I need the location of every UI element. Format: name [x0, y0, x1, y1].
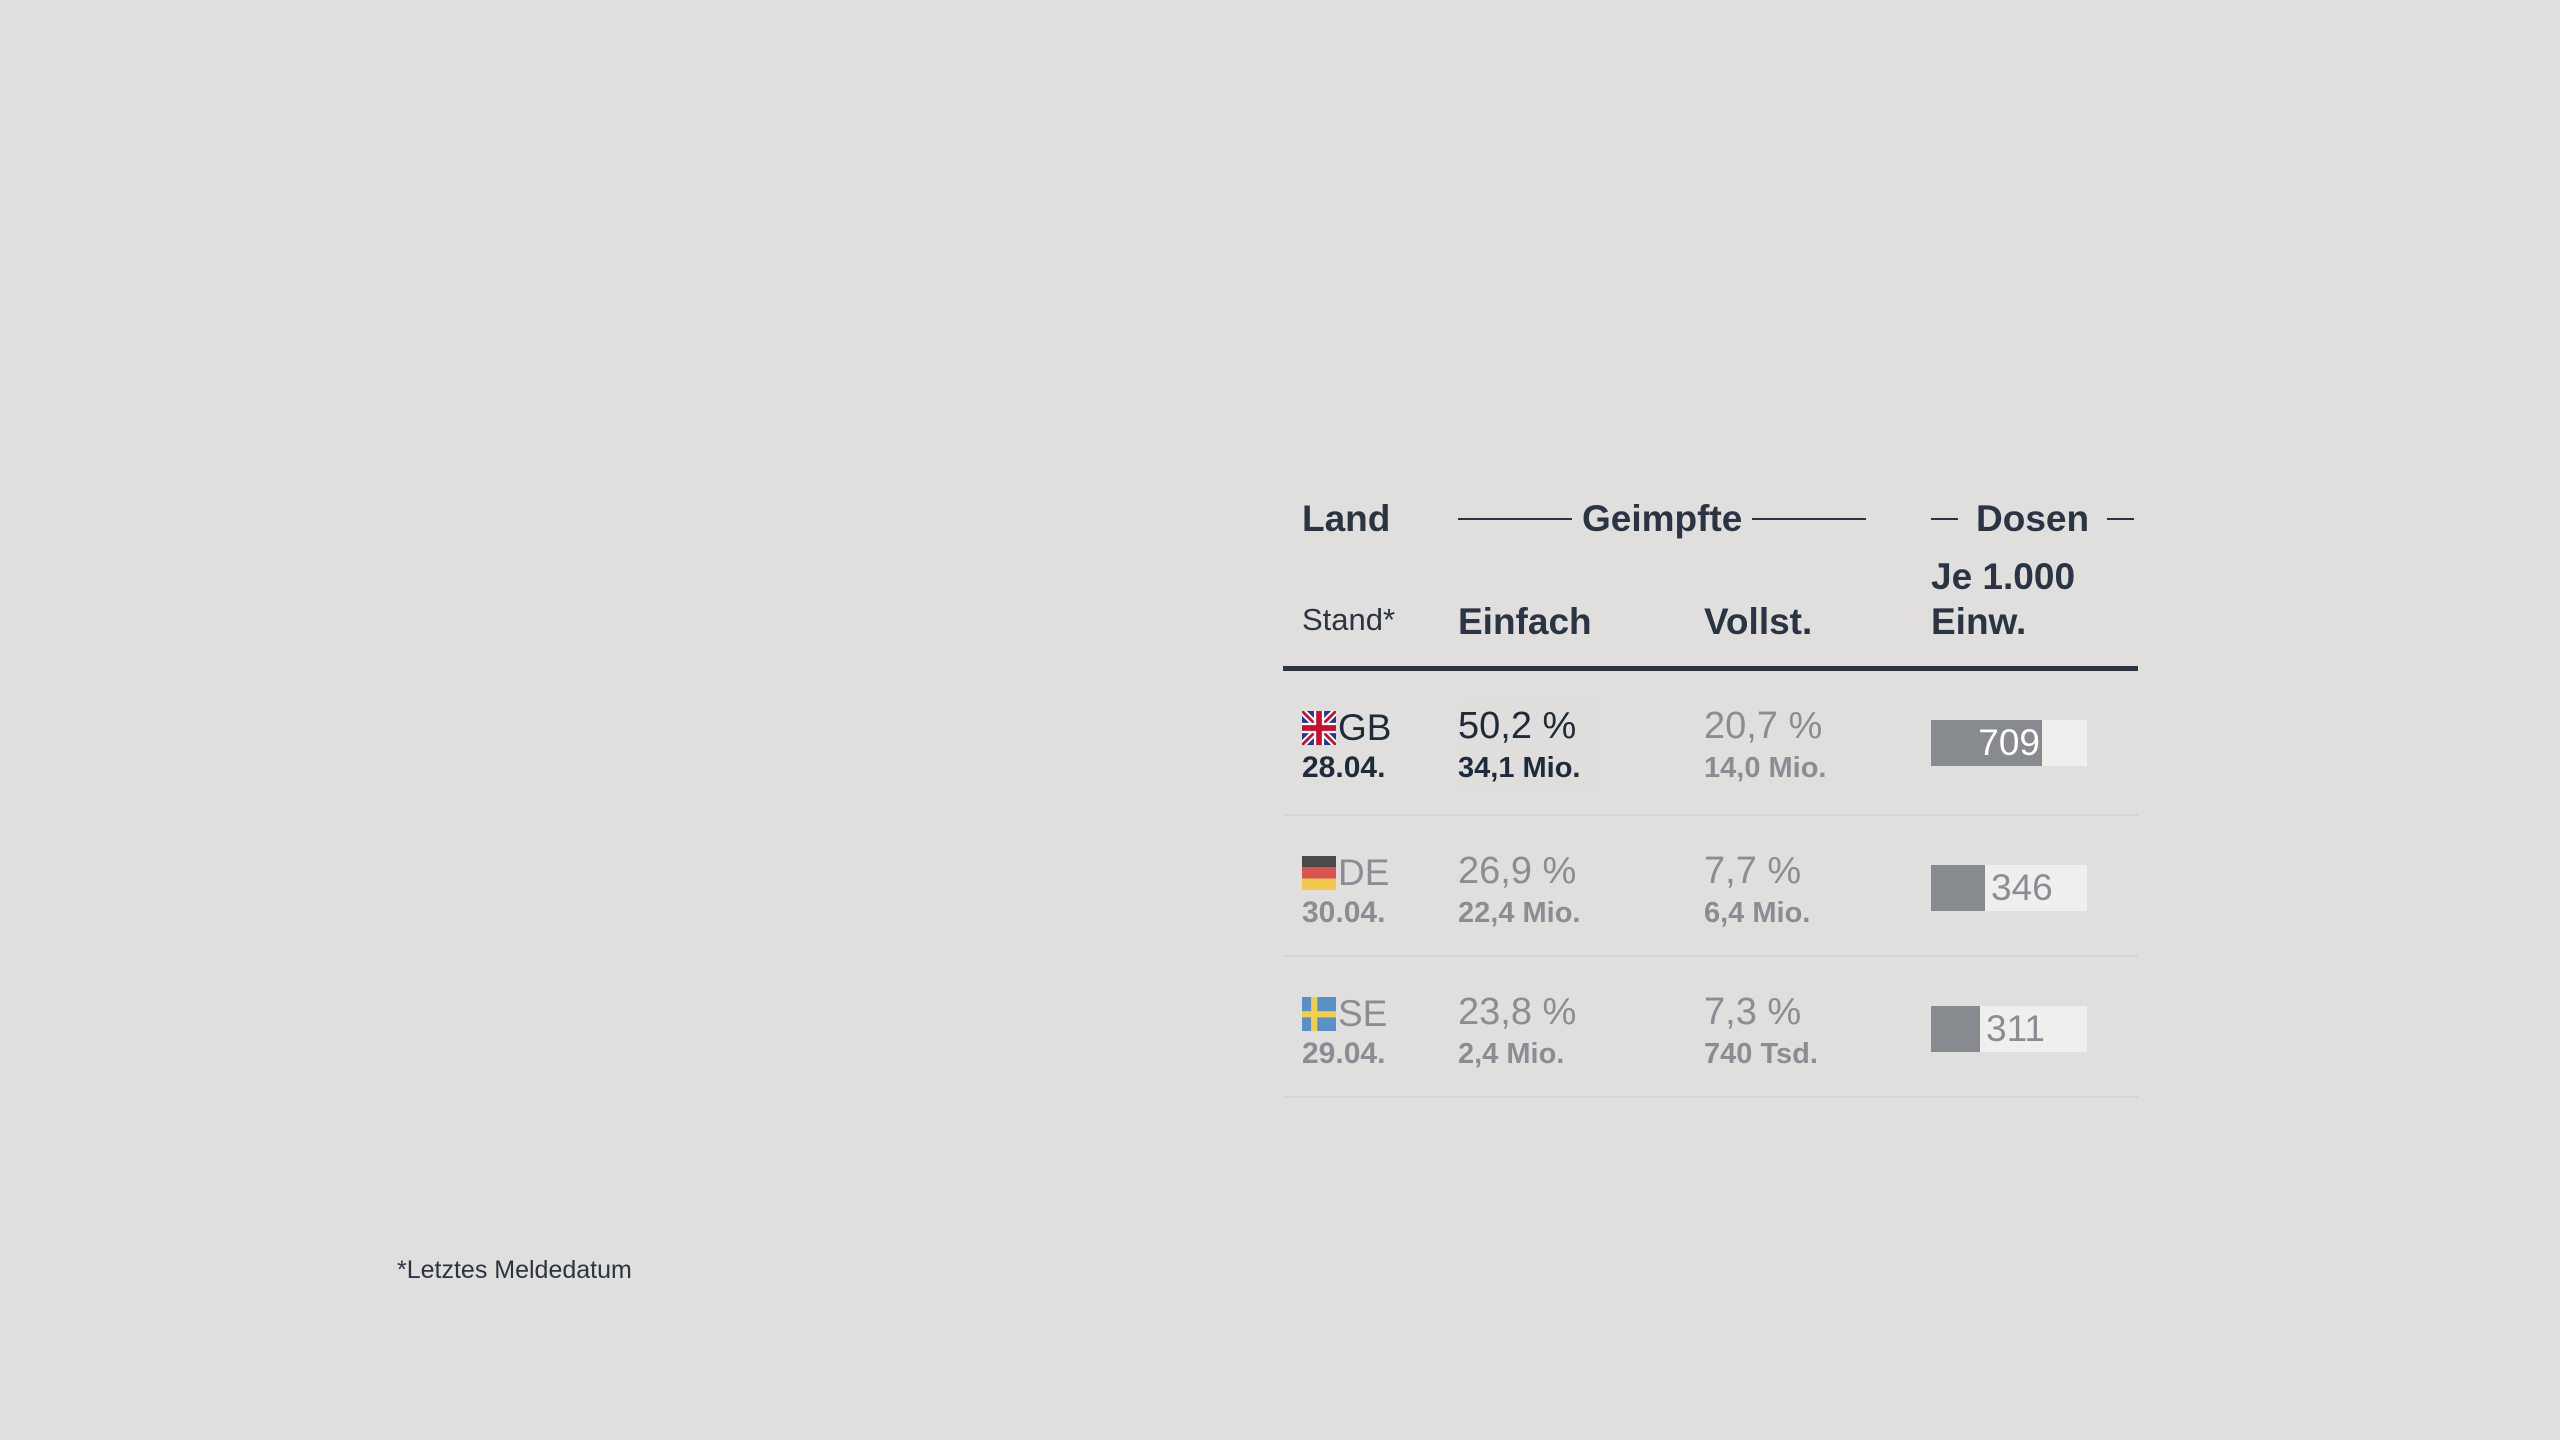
vollst-cell: 7,7 % 6,4 Mio.	[1704, 850, 1810, 930]
report-date: 30.04.	[1302, 896, 1386, 929]
vollst-percent: 20,7 %	[1704, 705, 1823, 747]
dosen-bar	[1931, 864, 1985, 911]
country-cell: GB 28.04.	[1302, 707, 1391, 785]
vollst-percent: 7,3 %	[1704, 991, 1802, 1033]
dosen-bar	[1931, 719, 2042, 766]
sweden-flag-icon	[1302, 997, 1338, 1031]
vollst-absolute: 6,4 Mio.	[1704, 897, 1811, 929]
dosen-value: 311	[1986, 1007, 2045, 1049]
group-line-right	[1752, 518, 1867, 520]
group-header-geimpfte: Geimpfte	[1458, 498, 1867, 540]
uk-flag-icon	[1302, 711, 1338, 745]
header-row-columns: Stand* Einfach Vollst. Je 1.000 Einw.	[1283, 550, 2138, 671]
table-row: DE 30.04. 26,9 % 22,4 Mio. 7,7 % 6,4 Mio. 346	[1283, 816, 2138, 957]
vollst-cell: 20,7 % 14,0 Mio.	[1704, 705, 1827, 785]
table-body: GB 28.04. 50,2 % 34,1 Mio. 20,7 % 14,0 Mio. 70…	[1283, 671, 2138, 1098]
dosen-bar-track: 311	[1931, 1005, 2087, 1052]
country-cell: SE 29.04.	[1302, 993, 1387, 1071]
dosen-value: 709	[1978, 721, 2040, 763]
einfach-percent: 26,9 %	[1458, 850, 1577, 892]
country-cell: DE 30.04.	[1302, 852, 1389, 930]
group-label-geimpfte: Geimpfte	[1582, 498, 1743, 539]
einfach-cell: 23,8 % 2,4 Mio.	[1458, 991, 1576, 1071]
dosen-bar-track: 709	[1931, 719, 2087, 766]
report-date: 29.04.	[1302, 1037, 1386, 1070]
vollst-absolute: 740 Tsd.	[1704, 1038, 1818, 1070]
group-line-left	[1458, 518, 1572, 520]
vollst-absolute: 14,0 Mio.	[1704, 752, 1827, 784]
header-vollst: Vollst.	[1704, 601, 1813, 642]
country-code: GB	[1338, 707, 1392, 748]
einfach-cell: 50,2 % 34,1 Mio.	[1458, 701, 1601, 789]
group-line-left	[1931, 518, 1958, 520]
table-row: SE 29.04. 23,8 % 2,4 Mio. 7,3 % 740 Tsd. 311	[1283, 957, 2138, 1098]
dosen-bar	[1931, 1005, 1980, 1052]
group-header-dosen: Dosen	[1931, 498, 2135, 540]
header-stand: Stand*	[1302, 602, 1396, 637]
header-dosen-line2: Einw.	[1931, 601, 2027, 642]
header-row-groups: Land Geimpfte Dosen	[1283, 490, 2138, 550]
header-dosen: Je 1.000 Einw.	[1931, 554, 2075, 644]
vaccination-table: Land Geimpfte Dosen Stand* Einfach Volls…	[1283, 490, 2138, 1098]
einfach-percent: 50,2 %	[1458, 705, 1577, 747]
footnote: *Letztes Meldedatum	[397, 1256, 632, 1284]
table-row: GB 28.04. 50,2 % 34,1 Mio. 20,7 % 14,0 Mio. 70…	[1283, 671, 2138, 816]
header-einfach: Einfach	[1458, 601, 1592, 642]
country-code: DE	[1338, 852, 1390, 893]
einfach-percent: 23,8 %	[1458, 991, 1577, 1033]
report-date: 28.04.	[1302, 751, 1386, 784]
einfach-absolute: 22,4 Mio.	[1458, 897, 1581, 929]
einfach-cell: 26,9 % 22,4 Mio.	[1458, 850, 1581, 930]
einfach-absolute: 34,1 Mio.	[1458, 752, 1581, 784]
dosen-value: 346	[1991, 866, 2053, 908]
einfach-absolute: 2,4 Mio.	[1458, 1038, 1565, 1070]
header-dosen-line1: Je 1.000	[1931, 556, 2076, 597]
header-land: Land	[1302, 498, 1391, 539]
dosen-bar-track: 346	[1931, 864, 2087, 911]
vollst-percent: 7,7 %	[1704, 850, 1802, 892]
germany-flag-icon	[1302, 856, 1338, 890]
group-line-right	[2107, 518, 2135, 520]
vollst-cell: 7,3 % 740 Tsd.	[1704, 991, 1818, 1071]
group-label-dosen: Dosen	[1976, 498, 2090, 539]
country-code: SE	[1338, 993, 1388, 1034]
